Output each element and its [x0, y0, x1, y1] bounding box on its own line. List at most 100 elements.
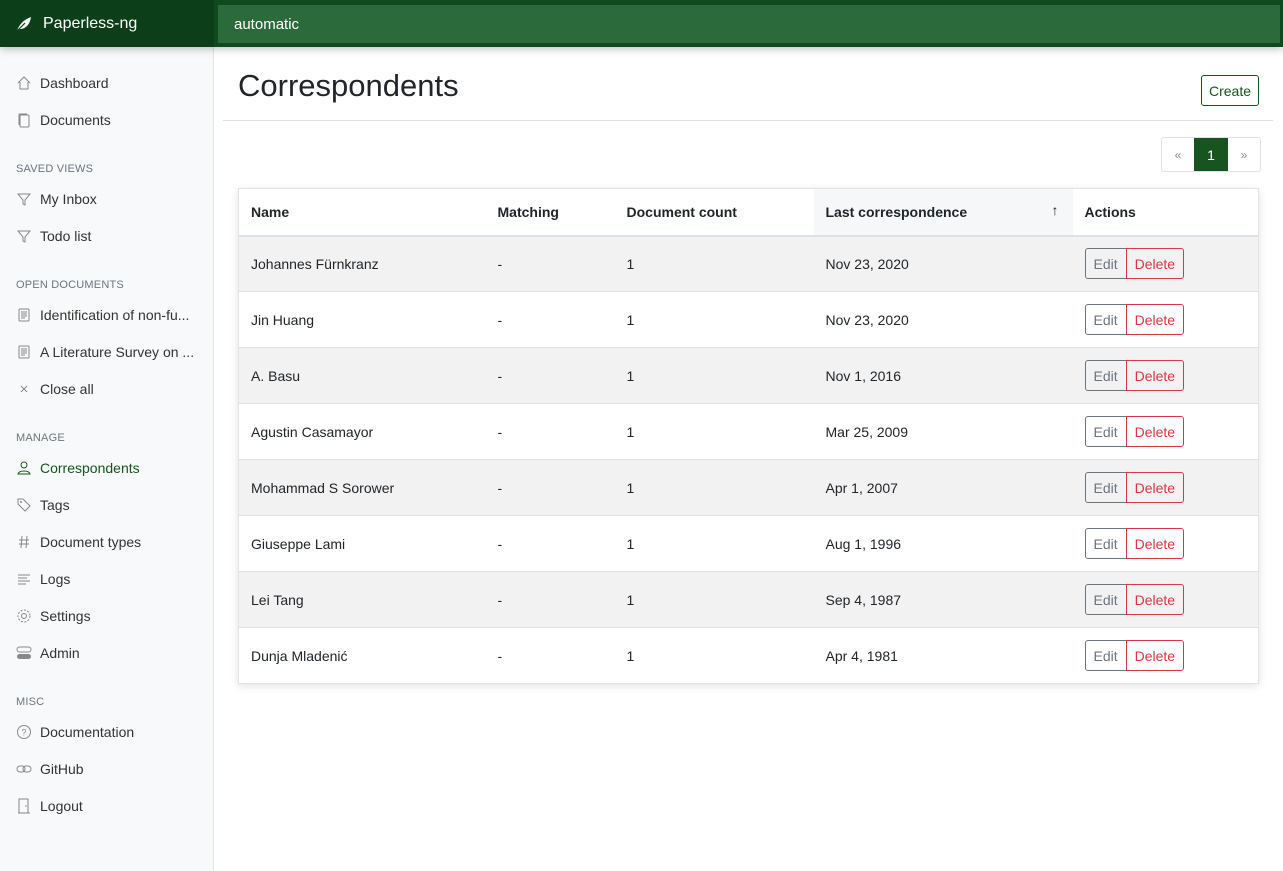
- delete-button[interactable]: Delete: [1125, 472, 1185, 503]
- document-count-cell: 1: [614, 403, 814, 460]
- sidebar-item-a-literature-survey-on[interactable]: A Literature Survey on ...: [16, 341, 206, 363]
- sidebar-item-tags[interactable]: Tags: [16, 494, 206, 516]
- action-buttons: Edit Delete: [1084, 416, 1185, 447]
- last-correspondence-cell: Nov 23, 2020: [813, 235, 1073, 292]
- search-input[interactable]: [218, 5, 1280, 43]
- prev-page-button[interactable]: «: [1174, 147, 1182, 162]
- sidebar-item-label: Todo list: [40, 228, 92, 244]
- last-correspondence-cell: Nov 23, 2020: [813, 291, 1073, 348]
- sidebar-item-dashboard[interactable]: Dashboard: [16, 72, 206, 94]
- sidebar-item-label: Close all: [40, 381, 94, 397]
- edit-button[interactable]: Edit: [1084, 304, 1127, 335]
- delete-button[interactable]: Delete: [1125, 248, 1185, 280]
- sidebar-item-label: Documentation: [40, 724, 135, 740]
- sidebar-item-correspondents[interactable]: Correspondents: [16, 457, 206, 479]
- sidebar-item-documentation[interactable]: ? Documentation: [16, 721, 206, 743]
- header-document-count[interactable]: Document count: [614, 188, 814, 237]
- name-cell: Jin Huang: [238, 291, 486, 348]
- action-buttons: Edit Delete: [1084, 360, 1185, 391]
- actions-cell: Edit Delete: [1072, 291, 1259, 348]
- sidebar-item-admin[interactable]: Admin: [16, 642, 206, 664]
- sidebar-item-identification-of-non-fu[interactable]: Identification of non-fu...: [16, 304, 206, 326]
- matching-cell: -: [485, 403, 615, 460]
- matching-cell: -: [485, 515, 615, 572]
- delete-button[interactable]: Delete: [1125, 304, 1185, 335]
- actions-cell: Edit Delete: [1072, 403, 1259, 460]
- sidebar-item-logout[interactable]: Logout: [16, 795, 206, 817]
- sidebar-item-label: Dashboard: [40, 75, 109, 91]
- sidebar-item-label: Settings: [40, 608, 91, 624]
- name-cell: Giuseppe Lami: [238, 515, 486, 572]
- x-icon: [16, 381, 32, 397]
- actions-cell: Edit Delete: [1072, 235, 1259, 292]
- edit-button[interactable]: Edit: [1084, 472, 1127, 503]
- delete-button[interactable]: Delete: [1125, 640, 1185, 671]
- delete-button[interactable]: Delete: [1125, 416, 1185, 447]
- svg-text:?: ?: [21, 728, 26, 738]
- matching-cell: -: [485, 235, 615, 292]
- header-actions: Actions: [1072, 188, 1259, 237]
- table-row: Mohammad S Sorower -1 Apr 1, 2007 Edit Delet…: [238, 459, 1259, 516]
- edit-button[interactable]: Edit: [1084, 640, 1127, 671]
- question-circle-icon: ?: [16, 724, 32, 740]
- sidebar-item-label: Identification of non-fu...: [40, 307, 190, 323]
- last-correspondence-cell: Mar 25, 2009: [813, 403, 1073, 460]
- sidebar-item-label: Correspondents: [40, 460, 140, 476]
- sidebar-item-settings[interactable]: Settings: [16, 605, 206, 627]
- sidebar-item-todo-list[interactable]: Todo list: [16, 225, 206, 247]
- action-buttons: Edit Delete: [1084, 584, 1185, 615]
- last-correspondence-cell: Apr 1, 2007: [813, 459, 1073, 516]
- delete-button[interactable]: Delete: [1125, 528, 1185, 559]
- files-icon: [16, 112, 32, 128]
- sidebar-item-label: Logs: [40, 571, 71, 587]
- document-count-cell: 1: [614, 515, 814, 572]
- matching-cell: -: [485, 627, 615, 684]
- edit-button[interactable]: Edit: [1084, 528, 1127, 559]
- actions-cell: Edit Delete: [1072, 347, 1259, 404]
- funnel-icon: [16, 228, 32, 244]
- sidebar-item-github[interactable]: GitHub: [16, 758, 206, 780]
- matching-cell: -: [485, 291, 615, 348]
- create-button[interactable]: Create: [1201, 75, 1259, 106]
- action-buttons: Edit Delete: [1084, 304, 1185, 335]
- table-row: Dunja Mladenić -1 Apr 4, 1981 Edit Delete: [238, 627, 1259, 684]
- correspondents-table: Name Matching Document count Last corres…: [238, 188, 1259, 684]
- edit-button[interactable]: Edit: [1084, 584, 1127, 615]
- edit-button[interactable]: Edit: [1084, 360, 1127, 391]
- sidebar-item-logs[interactable]: Logs: [16, 568, 206, 590]
- table-row: Lei Tang -1 Sep 4, 1987 Edit Delete: [238, 571, 1259, 628]
- edit-button[interactable]: Edit: [1084, 416, 1127, 447]
- file-text-icon: [16, 344, 32, 360]
- document-count-cell: 1: [614, 235, 814, 292]
- link-icon: [16, 761, 32, 777]
- sidebar-item-label: A Literature Survey on ...: [40, 344, 195, 360]
- sidebar-item-documents[interactable]: Documents: [16, 109, 206, 131]
- section-heading: SAVED VIEWS: [16, 163, 94, 175]
- document-count-cell: 1: [614, 627, 814, 684]
- header-last-correspondence[interactable]: Last correspondence ↑: [813, 188, 1073, 237]
- divider: [223, 120, 1273, 121]
- delete-button[interactable]: Delete: [1125, 584, 1185, 615]
- delete-button[interactable]: Delete: [1125, 360, 1185, 391]
- actions-cell: Edit Delete: [1072, 515, 1259, 572]
- app-name: Paperless-ng: [43, 14, 138, 32]
- toggles-icon: [16, 645, 32, 661]
- name-cell: Dunja Mladenić: [238, 627, 486, 684]
- sidebar-item-close-all[interactable]: Close all: [16, 378, 206, 400]
- edit-button[interactable]: Edit: [1084, 248, 1127, 280]
- sidebar-item-label: Logout: [40, 798, 83, 814]
- gear-icon: [16, 608, 32, 624]
- header-matching[interactable]: Matching: [485, 188, 615, 237]
- page-1-button[interactable]: 1: [1194, 138, 1228, 171]
- brand-link[interactable]: Paperless-ng: [0, 0, 214, 47]
- name-cell: A. Basu: [238, 347, 486, 404]
- sidebar-item-my-inbox[interactable]: My Inbox: [16, 188, 206, 210]
- sort-arrow-up-icon: ↑: [1051, 202, 1059, 218]
- sidebar-item-label: Admin: [40, 645, 80, 661]
- next-page-button[interactable]: »: [1240, 147, 1248, 162]
- funnel-icon: [16, 191, 32, 207]
- action-buttons: Edit Delete: [1084, 528, 1185, 559]
- header-name[interactable]: Name: [238, 188, 486, 237]
- table-row: Giuseppe Lami -1 Aug 1, 1996 Edit Delete: [238, 515, 1259, 572]
- sidebar-item-document-types[interactable]: Document types: [16, 531, 206, 553]
